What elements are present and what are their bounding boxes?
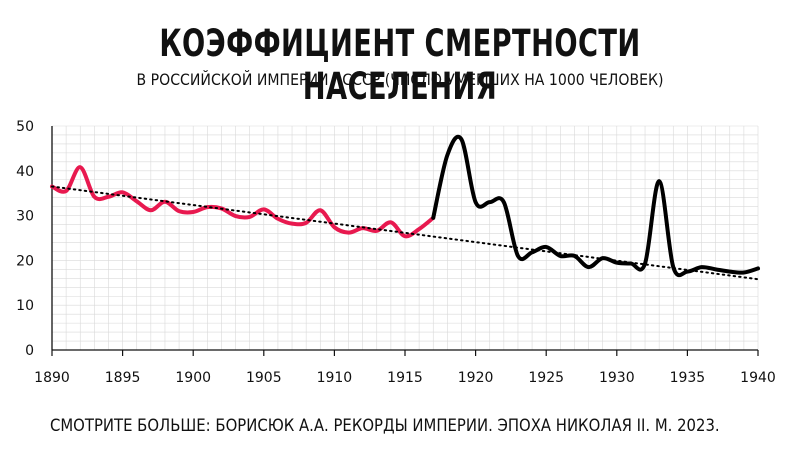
y-tick-label: 40	[16, 164, 34, 180]
series-line-empire	[50, 165, 436, 239]
y-tick-label: 30	[16, 209, 34, 225]
x-tick-label: 1940	[740, 370, 776, 386]
tick-labels: 1890 1895 1900 1905 1910 1915 1920 1925 1930 1935…	[16, 119, 776, 386]
chart-subtitle: В РОССИЙСКОЙ ИМПЕРИИ / СССР (ЧИСЛО УМЕРШ…	[136, 70, 664, 89]
x-tick-label: 1930	[599, 370, 635, 386]
x-tick-label: 1910	[317, 370, 353, 386]
x-tick-label: 1915	[387, 370, 423, 386]
source-footer: СМОТРИТЕ БОЛЬШЕ: БОРИСЮК А.А. РЕКОРДЫ ИМ…	[50, 416, 720, 435]
x-tick-label: 1895	[105, 370, 141, 386]
x-tick-label: 1925	[528, 370, 564, 386]
y-tick-label: 0	[25, 343, 34, 359]
series-lines	[50, 134, 760, 281]
y-tick-label: 50	[16, 119, 34, 135]
y-tick-label: 20	[16, 253, 34, 269]
y-tick-label: 10	[16, 298, 34, 314]
series-line-ussr	[431, 134, 760, 278]
chart-title: КОЭФФИЦИЕНТ СМЕРТНОСТИ НАСЕЛЕНИЯ	[159, 22, 641, 108]
x-tick-label: 1935	[670, 370, 706, 386]
trend-line	[51, 185, 759, 281]
x-tick-label: 1920	[458, 370, 494, 386]
x-tick-label: 1890	[34, 370, 70, 386]
x-tick-label: 1905	[246, 370, 282, 386]
x-tick-label: 1900	[175, 370, 211, 386]
grid	[51, 125, 759, 351]
